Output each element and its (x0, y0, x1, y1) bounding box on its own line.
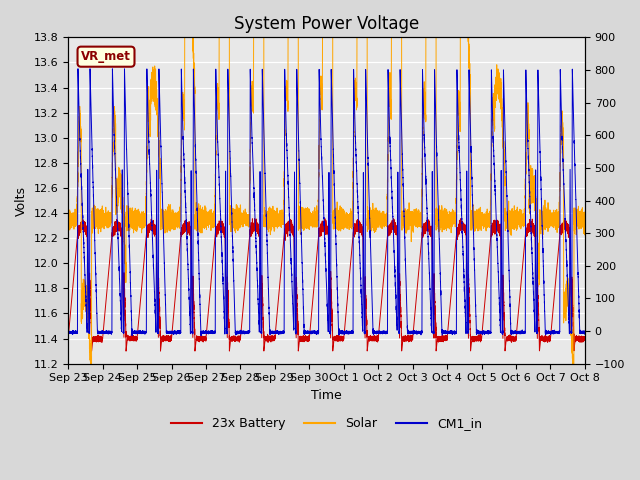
Solar (180, 35, 188, 40)
CM1_in (297, 207, 305, 213)
CM1_in (581, 330, 589, 336)
23x Battery (581, 336, 589, 341)
Text: VR_met: VR_met (81, 50, 131, 63)
CM1_in (574, 266, 582, 272)
Solar (297, 218, 305, 224)
Line: 23x Battery: 23x Battery (68, 218, 585, 351)
Legend: 23x Battery, Solar, CM1_in: 23x Battery, Solar, CM1_in (166, 412, 488, 435)
CM1_in (64, 329, 72, 335)
Solar (87, 361, 95, 367)
Solar (581, 217, 589, 223)
Solar (64, 216, 72, 221)
CM1_in (197, 333, 205, 339)
CM1_in (580, 328, 588, 334)
Line: Solar: Solar (68, 37, 585, 364)
CM1_in (513, 329, 521, 335)
23x Battery (64, 336, 72, 341)
Y-axis label: Volts: Volts (15, 185, 28, 216)
23x Battery (580, 336, 588, 341)
CM1_in (74, 66, 82, 72)
Solar (394, 35, 402, 40)
23x Battery (513, 322, 521, 328)
23x Battery (574, 335, 582, 340)
23x Battery (528, 220, 536, 226)
23x Battery (394, 265, 402, 271)
X-axis label: Time: Time (311, 389, 342, 402)
Line: CM1_in: CM1_in (68, 69, 585, 336)
CM1_in (528, 240, 536, 246)
Solar (574, 217, 582, 223)
Solar (528, 186, 536, 192)
Title: System Power Voltage: System Power Voltage (234, 15, 419, 33)
Solar (580, 217, 588, 223)
23x Battery (88, 348, 95, 354)
CM1_in (394, 196, 402, 202)
Solar (513, 215, 521, 220)
23x Battery (297, 335, 305, 340)
23x Battery (457, 216, 465, 221)
